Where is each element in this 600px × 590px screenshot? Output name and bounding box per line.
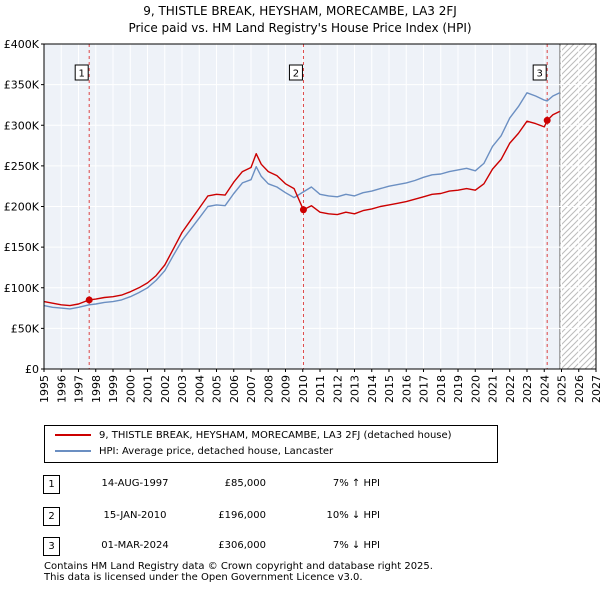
x-tick-label: 2001: [142, 375, 155, 403]
x-tick-label: 2010: [297, 375, 310, 403]
transaction-label: 3: [532, 64, 547, 81]
x-tick-label: 2002: [159, 375, 172, 403]
transaction-label-text: 3: [536, 69, 542, 80]
legend: 9, THISTLE BREAK, HEYSHAM, MORECAMBE, LA…: [44, 425, 498, 463]
x-tick-label: 2011: [314, 375, 327, 403]
x-tick-label: 2017: [418, 375, 431, 403]
transaction-date: 01-MAR-2024: [101, 540, 169, 551]
legend-entry-hpi: HPI: Average price, detached house, Lanc…: [55, 444, 333, 460]
transaction-label: 2: [288, 64, 303, 81]
x-tick-label: 1997: [73, 375, 86, 403]
x-tick-label: 2025: [556, 375, 569, 403]
x-tick-label: 2007: [245, 375, 258, 403]
transaction-label: 1: [74, 64, 89, 81]
transaction-label-text: 1: [79, 69, 85, 80]
chart-plot: 1 2 3 1995 1996 1997 1998 1999 2000 2001 2002 2003 2…: [4, 38, 600, 403]
y-tick-label: £50K: [11, 322, 40, 335]
x-tick-label: 1995: [38, 375, 51, 403]
footer-licence: This data is licensed under the Open Gov…: [44, 572, 363, 583]
x-tick-label: 2021: [487, 375, 500, 403]
y-tick-label: £100K: [4, 282, 40, 295]
y-tick-label: £150K: [4, 241, 40, 254]
x-tick-label: 2004: [193, 375, 206, 403]
transaction-row: 2 15-JAN-2010 £196,000 10% ↓ HPI: [0, 507, 600, 529]
x-tick-label: 2023: [521, 375, 534, 403]
transaction-point: [299, 206, 307, 214]
x-tick-label: 2005: [211, 375, 224, 403]
transaction-label-box: [532, 64, 547, 81]
transaction-price: £306,000: [218, 540, 266, 551]
x-tick-label: 2000: [124, 375, 137, 403]
y-tick-label: £200K: [4, 201, 40, 214]
x-tick-label: 2015: [383, 375, 396, 403]
x-tick-label: 2024: [538, 375, 551, 403]
x-tick-label: 2020: [469, 375, 482, 403]
transaction-hpi-relation: 10% ↓ HPI: [326, 510, 380, 521]
legend-label-property: 9, THISTLE BREAK, HEYSHAM, MORECAMBE, LA…: [99, 430, 452, 441]
chart-subtitle: Price paid vs. HM Land Registry's House …: [128, 21, 472, 35]
y-tick-label: £400K: [4, 38, 40, 51]
x-tick-label: 1999: [107, 375, 120, 403]
x-tick-label: 1998: [90, 375, 103, 403]
transaction-label-box: [74, 64, 89, 81]
transaction-number: 1: [43, 475, 60, 494]
x-tick-label: 2027: [590, 375, 600, 403]
plot-border: [43, 43, 597, 370]
footer-copyright: Contains HM Land Registry data © Crown c…: [44, 561, 433, 572]
transaction-hpi-relation: 7% ↓ HPI: [332, 540, 380, 551]
x-tick-label: 2019: [452, 375, 465, 403]
transaction-row: 3 01-MAR-2024 £306,000 7% ↓ HPI: [0, 537, 600, 559]
transaction-point: [85, 296, 93, 304]
y-tick-label: £250K: [4, 160, 40, 173]
x-tick-label: 2014: [366, 375, 379, 403]
y-tick-label: £300K: [4, 119, 40, 132]
x-tick-label: 2008: [262, 375, 275, 403]
chart-title: 9, THISTLE BREAK, HEYSHAM, MORECAMBE, LA…: [143, 4, 457, 18]
legend-entry-property: 9, THISTLE BREAK, HEYSHAM, MORECAMBE, LA…: [55, 428, 452, 444]
transaction-date: 14-AUG-1997: [101, 478, 169, 489]
transaction-price: £85,000: [224, 478, 266, 489]
x-tick-label: 2012: [331, 375, 344, 403]
y-tick-label: £350K: [4, 79, 40, 92]
x-tick-label: 2018: [435, 375, 448, 403]
transaction-hpi-relation: 7% ↑ HPI: [332, 478, 380, 489]
x-tick-label: 2006: [228, 375, 241, 403]
transaction-number: 3: [43, 537, 60, 556]
legend-swatch-property: [55, 434, 91, 436]
transaction-row: 1 14-AUG-1997 £85,000 7% ↑ HPI: [0, 475, 600, 497]
x-tick-label: 1996: [55, 375, 68, 403]
x-tick-label: 2003: [176, 375, 189, 403]
y-tick-label: £0: [25, 363, 39, 376]
transaction-point: [543, 116, 551, 124]
legend-label-hpi: HPI: Average price, detached house, Lanc…: [99, 446, 334, 457]
x-tick-label: 2016: [400, 375, 413, 403]
x-tick-label: 2013: [349, 375, 362, 403]
transaction-date: 15-JAN-2010: [103, 510, 167, 521]
transaction-label-text: 2: [293, 69, 299, 80]
x-tick-label: 2022: [504, 375, 517, 403]
x-tick-label: 2026: [573, 375, 586, 403]
transaction-price: £196,000: [218, 510, 266, 521]
series-line-hpi: [43, 92, 561, 310]
legend-swatch-hpi: [55, 450, 91, 452]
transaction-label-box: [288, 64, 303, 81]
x-tick-label: 2009: [280, 375, 293, 403]
transaction-number: 2: [43, 507, 60, 526]
